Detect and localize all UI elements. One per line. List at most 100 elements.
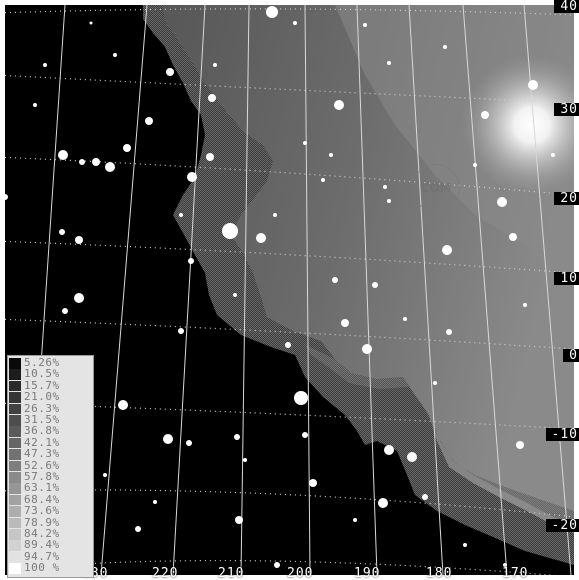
legend-label: 89.4% xyxy=(24,538,60,552)
star xyxy=(103,473,107,477)
parallel-line xyxy=(5,240,574,274)
meridian-line xyxy=(408,5,444,575)
star xyxy=(243,458,247,462)
star xyxy=(384,445,394,455)
star xyxy=(372,282,378,288)
meridian-line xyxy=(356,5,378,575)
star xyxy=(503,563,507,567)
star xyxy=(256,233,266,243)
star xyxy=(145,117,153,125)
legend-label: 10.5% xyxy=(24,367,60,381)
legend-swatch xyxy=(9,426,21,437)
star xyxy=(383,185,387,189)
sky-chart-svg xyxy=(5,5,574,575)
star xyxy=(163,434,173,444)
meridian-line xyxy=(240,5,250,575)
star xyxy=(285,342,291,348)
star xyxy=(274,562,280,568)
legend-swatch xyxy=(9,540,21,551)
star xyxy=(463,543,467,547)
star xyxy=(273,213,277,217)
meridian-line xyxy=(100,5,148,575)
legend-entry: 100 % xyxy=(8,561,93,575)
parallel-line xyxy=(64,559,557,575)
star xyxy=(446,329,452,335)
star xyxy=(387,61,391,65)
legend-entry: 57.8% xyxy=(8,470,93,483)
star xyxy=(293,21,297,25)
legend-label: 52.6% xyxy=(24,458,60,472)
star xyxy=(294,391,308,405)
star xyxy=(332,277,338,283)
legend-swatch xyxy=(9,529,21,540)
dec-label: 30 xyxy=(554,103,579,116)
star xyxy=(363,23,367,27)
legend-label: 68.4% xyxy=(24,492,60,506)
star xyxy=(403,317,407,321)
legend-label: 21.0% xyxy=(24,390,60,404)
meridian-line xyxy=(523,5,572,575)
legend-entry: 78.9% xyxy=(8,515,93,529)
star-field xyxy=(5,6,555,568)
dec-label: 40 xyxy=(554,0,579,13)
legend-label: 47.3% xyxy=(24,447,60,461)
star xyxy=(334,100,344,110)
coverage-mid-band xyxy=(305,345,574,525)
ra-label: 170 xyxy=(502,566,529,580)
legend: 5.26% 10.5% 15.7% 21.0% 26.3% 31.5% 36.8% 42.1%… xyxy=(7,355,94,578)
star xyxy=(166,68,174,76)
legend-entry: 68.4% xyxy=(8,492,93,506)
legend-label: 78.9% xyxy=(24,515,60,529)
star xyxy=(123,144,131,152)
legend-label: 57.8% xyxy=(24,470,60,483)
legend-swatch xyxy=(9,358,21,369)
star xyxy=(113,53,117,57)
legend-entry: 42.1% xyxy=(8,435,93,449)
star xyxy=(309,479,317,487)
legend-swatch xyxy=(9,403,21,415)
star xyxy=(135,526,141,532)
legend-swatch xyxy=(9,392,21,403)
star xyxy=(234,434,240,440)
legend-label: 100 % xyxy=(24,561,60,575)
legend-entry: 52.6% xyxy=(8,458,93,472)
dec-label: 10 xyxy=(554,272,579,285)
star xyxy=(353,518,357,522)
star xyxy=(362,344,372,354)
star xyxy=(443,45,447,49)
meridian-line xyxy=(462,5,508,575)
star xyxy=(62,308,68,314)
star xyxy=(59,229,65,235)
legend-entry: 36.8% xyxy=(8,424,93,438)
star xyxy=(378,498,388,508)
legend-label: 36.8% xyxy=(24,424,60,438)
parallel-line xyxy=(5,318,574,350)
star xyxy=(153,500,157,504)
star xyxy=(178,328,184,334)
legend-label: 31.5% xyxy=(24,413,60,426)
ra-label: 200 xyxy=(287,566,314,580)
star xyxy=(329,153,333,157)
legend-entry: 5.26% xyxy=(8,357,93,369)
parallel-line xyxy=(5,74,574,104)
star xyxy=(186,440,192,446)
legend-label: 42.1% xyxy=(24,435,60,449)
legend-entry: 84.2% xyxy=(8,528,93,540)
star xyxy=(551,153,555,157)
legend-swatch xyxy=(9,551,21,563)
star xyxy=(302,432,308,438)
bright-glow xyxy=(462,55,574,195)
dec-label: 0 xyxy=(563,349,579,362)
legend-swatch xyxy=(9,563,21,574)
star xyxy=(89,21,93,25)
legend-swatch xyxy=(9,369,21,380)
watermark-logo: COM xyxy=(412,164,460,212)
legend-entry: 10.5% xyxy=(8,367,93,381)
ra-label: 220 xyxy=(152,566,179,580)
dec-label: 20 xyxy=(554,192,579,205)
star xyxy=(528,80,538,90)
star xyxy=(516,441,524,449)
legend-swatch xyxy=(9,483,21,494)
legend-swatch xyxy=(9,415,21,426)
legend-label: 63.1% xyxy=(24,481,60,495)
